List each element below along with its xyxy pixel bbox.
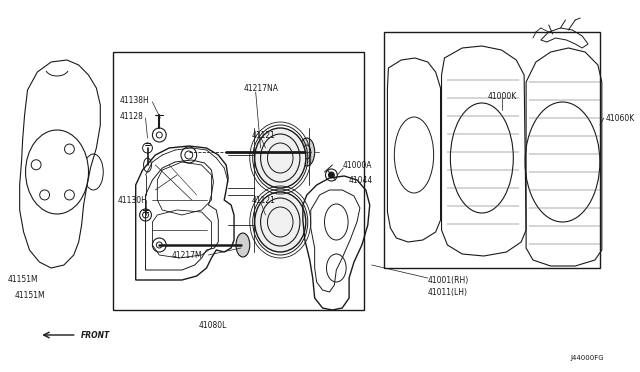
Ellipse shape	[328, 172, 334, 178]
Text: 41080L: 41080L	[198, 321, 227, 330]
Ellipse shape	[299, 138, 315, 166]
Ellipse shape	[255, 128, 306, 188]
Text: 41121: 41121	[252, 196, 276, 205]
Ellipse shape	[236, 233, 250, 257]
Text: 41000A: 41000A	[342, 160, 372, 170]
Text: 41151M: 41151M	[15, 291, 45, 299]
Text: 41044: 41044	[349, 176, 373, 185]
Bar	[113, 52, 364, 310]
Text: 41217M: 41217M	[172, 250, 203, 260]
Text: J44000FG: J44000FG	[570, 355, 604, 361]
Ellipse shape	[255, 192, 306, 252]
Text: 41128: 41128	[120, 112, 144, 121]
Text: 41130H: 41130H	[118, 196, 148, 205]
Text: 41121: 41121	[252, 131, 276, 140]
Text: FRONT: FRONT	[81, 330, 110, 340]
Text: 41138H: 41138H	[120, 96, 150, 105]
Text: 41217NA: 41217NA	[244, 83, 279, 93]
Bar	[383, 32, 600, 268]
Text: 41000K: 41000K	[488, 92, 517, 100]
Text: 41001(RH): 41001(RH)	[428, 276, 469, 285]
Text: 41060K: 41060K	[605, 113, 635, 122]
Text: 41151M: 41151M	[8, 276, 38, 285]
Text: 41011(LH): 41011(LH)	[428, 288, 468, 296]
